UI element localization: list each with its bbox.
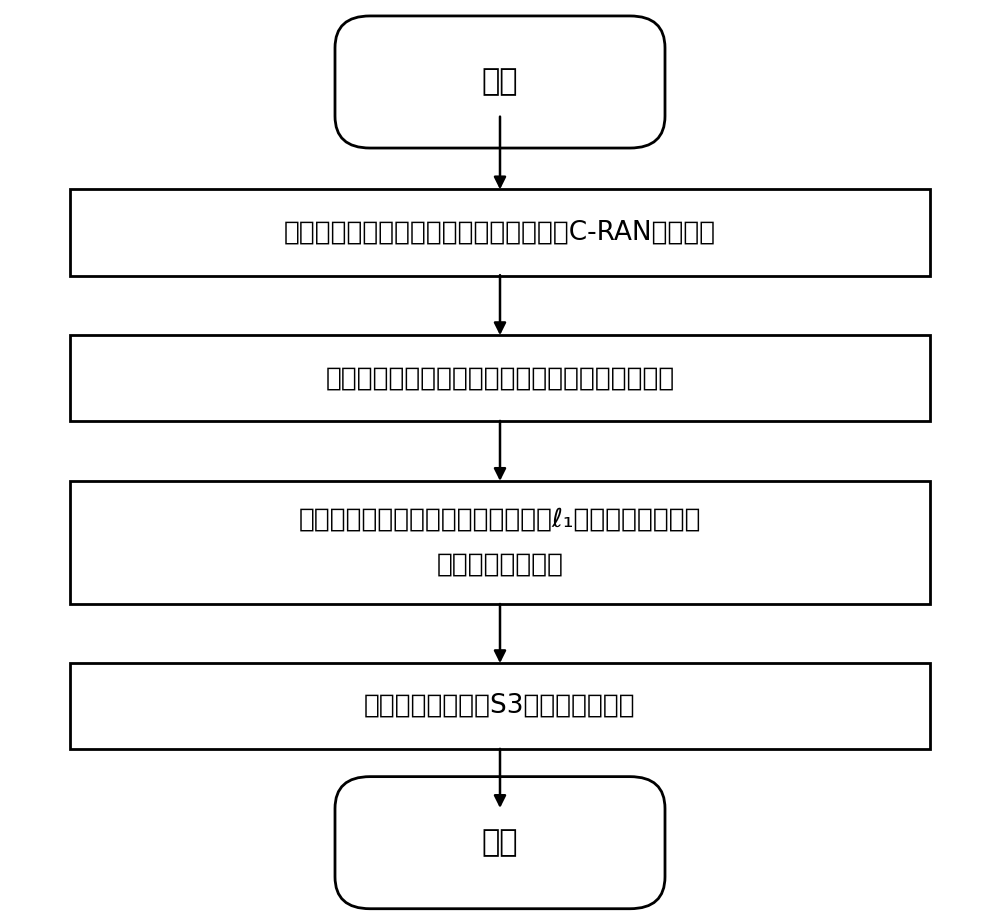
Text: 利用二阶锥规划，半定规划和重加权ℓ₁范数技术将原问题: 利用二阶锥规划，半定规划和重加权ℓ₁范数技术将原问题 <box>299 507 701 533</box>
Text: 建立基于集中化处理和分布式天线系统的C-RAN数学模型: 建立基于集中化处理和分布式天线系统的C-RAN数学模型 <box>284 220 716 245</box>
Bar <box>70 480 930 603</box>
Text: 建立联合优化问题数学模型的目标函数和约束条件: 建立联合优化问题数学模型的目标函数和约束条件 <box>325 365 675 391</box>
Bar <box>70 335 930 421</box>
Bar <box>70 189 930 275</box>
Text: 转化为凸问题求解: 转化为凸问题求解 <box>436 551 564 578</box>
Text: 结束: 结束 <box>482 828 518 857</box>
FancyBboxPatch shape <box>335 15 665 148</box>
Text: 采用迭代算法求解S3转化后的凸问题: 采用迭代算法求解S3转化后的凸问题 <box>364 693 636 719</box>
FancyBboxPatch shape <box>335 776 665 909</box>
Bar <box>70 663 930 749</box>
Text: 开始: 开始 <box>482 67 518 97</box>
